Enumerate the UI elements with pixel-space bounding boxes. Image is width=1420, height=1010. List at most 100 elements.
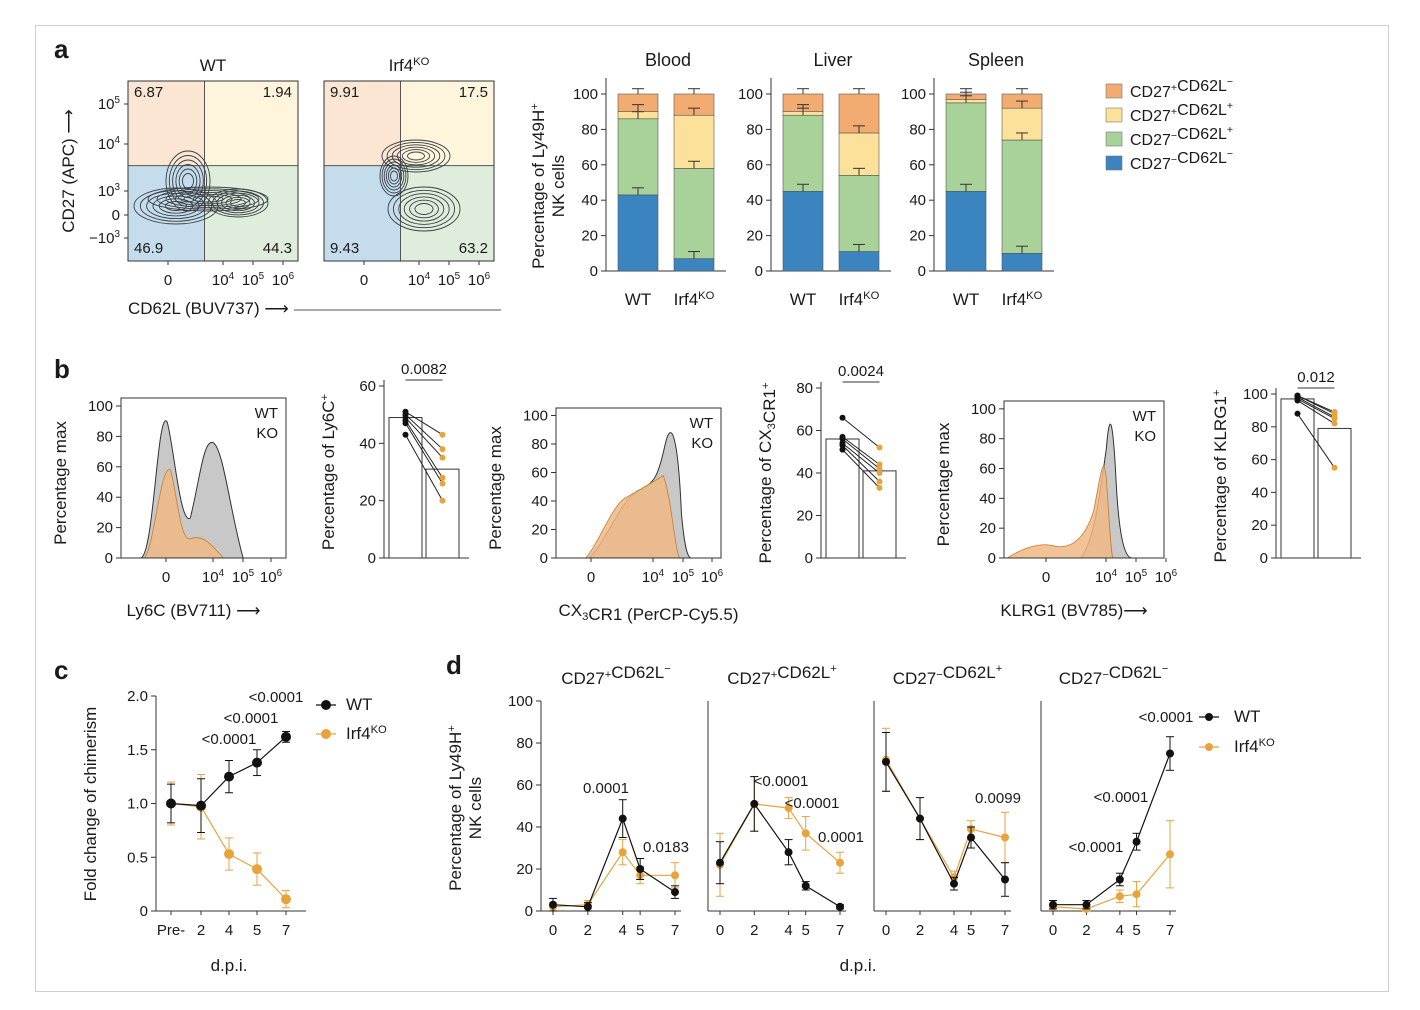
stack-segment	[838, 251, 880, 272]
x-tick-label: WT	[790, 290, 816, 309]
flow-y-axis-label: CD27 (APC) ⟶	[59, 109, 78, 233]
stack-segment	[673, 114, 715, 169]
contour-line	[414, 203, 434, 215]
y-tick-label: 60	[359, 378, 376, 395]
point-ko	[1132, 890, 1141, 899]
legend-ko: Irf4KO	[346, 724, 387, 743]
legend-ko: KO	[691, 435, 713, 452]
y-tick-label: 100	[573, 86, 598, 103]
point-ko	[1115, 892, 1124, 901]
hist-y-axis-label: Percentage max	[486, 426, 505, 550]
point-wt	[583, 902, 592, 911]
pair-line	[1297, 400, 1335, 424]
x-tick-label: 2	[916, 922, 924, 939]
point-ko	[876, 484, 883, 491]
x-tick-label: 2	[197, 922, 205, 939]
contour-line	[381, 139, 451, 173]
y-tick-label: 60	[746, 157, 763, 174]
p-value: 0.012	[1297, 369, 1335, 386]
contour-line	[175, 164, 201, 198]
stack-segment	[1001, 253, 1043, 272]
p-value: <0.0001	[1069, 839, 1124, 856]
legend-wt: WT	[346, 695, 372, 714]
contour-line	[165, 150, 211, 212]
point-wt	[1001, 875, 1009, 884]
p-value: <0.0001	[1139, 709, 1194, 726]
point-ko	[876, 478, 883, 485]
y-tick-label: 104	[98, 135, 121, 153]
y-tick-label: 40	[531, 493, 548, 510]
stack-segment	[782, 114, 824, 192]
y-tick-label: 80	[581, 121, 598, 138]
x-tick-label: 104	[1095, 568, 1118, 586]
point-wt	[196, 800, 206, 811]
x-tick-label: 0	[549, 922, 557, 939]
stack-segment	[945, 191, 987, 272]
panel-label-b: b	[54, 354, 70, 384]
point-wt	[967, 833, 975, 842]
y-tick-label: 100	[88, 398, 113, 415]
contour-line	[183, 193, 233, 205]
stack-segment	[782, 191, 824, 272]
contour-line	[403, 196, 445, 222]
y-tick-label: 80	[909, 121, 926, 138]
x-tick-label: 106	[701, 568, 724, 586]
point-ko	[224, 849, 234, 860]
pair-line	[405, 414, 443, 450]
stack-chart-title: Blood	[645, 50, 691, 70]
stack-segment	[673, 168, 715, 259]
y-tick-label: 80	[96, 428, 113, 445]
y-tick-label: 100	[738, 86, 763, 103]
y-tick-label: 20	[796, 508, 813, 525]
x-tick-label: 4	[225, 922, 233, 939]
panel-label-a: a	[54, 34, 69, 64]
point-wt	[224, 771, 234, 782]
quadrant-value: 46.9	[134, 240, 163, 257]
point-ko	[784, 804, 793, 813]
panel-label-c: c	[54, 655, 68, 685]
series-line-wt	[719, 802, 841, 908]
legend-ko: Irf4KO	[1234, 737, 1275, 756]
c-x-axis-label: d.p.i.	[211, 956, 248, 975]
bar-wt	[1280, 398, 1315, 559]
y-tick-label: 60	[1251, 452, 1268, 469]
x-tick-label: 105	[242, 271, 265, 289]
x-tick-label: 0	[882, 922, 890, 939]
legend-swatch	[1105, 131, 1123, 147]
histogram-ko	[1005, 466, 1114, 559]
quadrant-value: 17.5	[459, 84, 488, 101]
stack-y-axis-label: Percentage of Ly49H+	[529, 103, 548, 269]
y-tick-label: 0	[525, 903, 533, 920]
histogram	[140, 420, 244, 559]
x-tick-label: WT	[625, 290, 651, 309]
stack-segment	[617, 118, 659, 196]
point-ko	[876, 470, 883, 476]
contour-line	[192, 195, 224, 203]
contour-line	[387, 186, 461, 232]
y-tick-label: 0	[105, 550, 113, 567]
legend-wt: WT	[1133, 408, 1156, 425]
point-wt	[166, 798, 176, 809]
x-tick-label: 104	[408, 271, 431, 289]
contour-line	[396, 146, 436, 166]
y-tick-label: 0	[112, 207, 120, 224]
y-tick-label: 0	[805, 550, 813, 567]
point-ko	[1166, 850, 1174, 859]
point-ko	[439, 446, 446, 453]
y-tick-label: 20	[516, 861, 533, 878]
y-tick-label: 60	[96, 459, 113, 476]
x-tick-label: 0	[1042, 569, 1050, 586]
d-y-axis-label: NK cells	[466, 777, 485, 839]
point-wt	[1082, 900, 1091, 909]
contour-line	[386, 141, 446, 171]
x-tick-label: 0	[1049, 922, 1057, 939]
x-tick-label: 5	[802, 922, 810, 939]
c-y-axis-label: Fold change of chimerism	[81, 707, 100, 902]
legend-marker-ko	[321, 729, 331, 739]
point-ko	[876, 461, 883, 468]
x-tick-label: 4	[784, 922, 792, 939]
d-chart-title: CD27+CD62L−	[561, 663, 671, 688]
figure-frame: a b c d WT 6.87 1.94 46.9 44.3 0 104 105 106 Irf4KO 9.…	[35, 25, 1389, 992]
p-value: <0.0001	[249, 689, 304, 706]
x-tick-label: 4	[950, 922, 958, 939]
